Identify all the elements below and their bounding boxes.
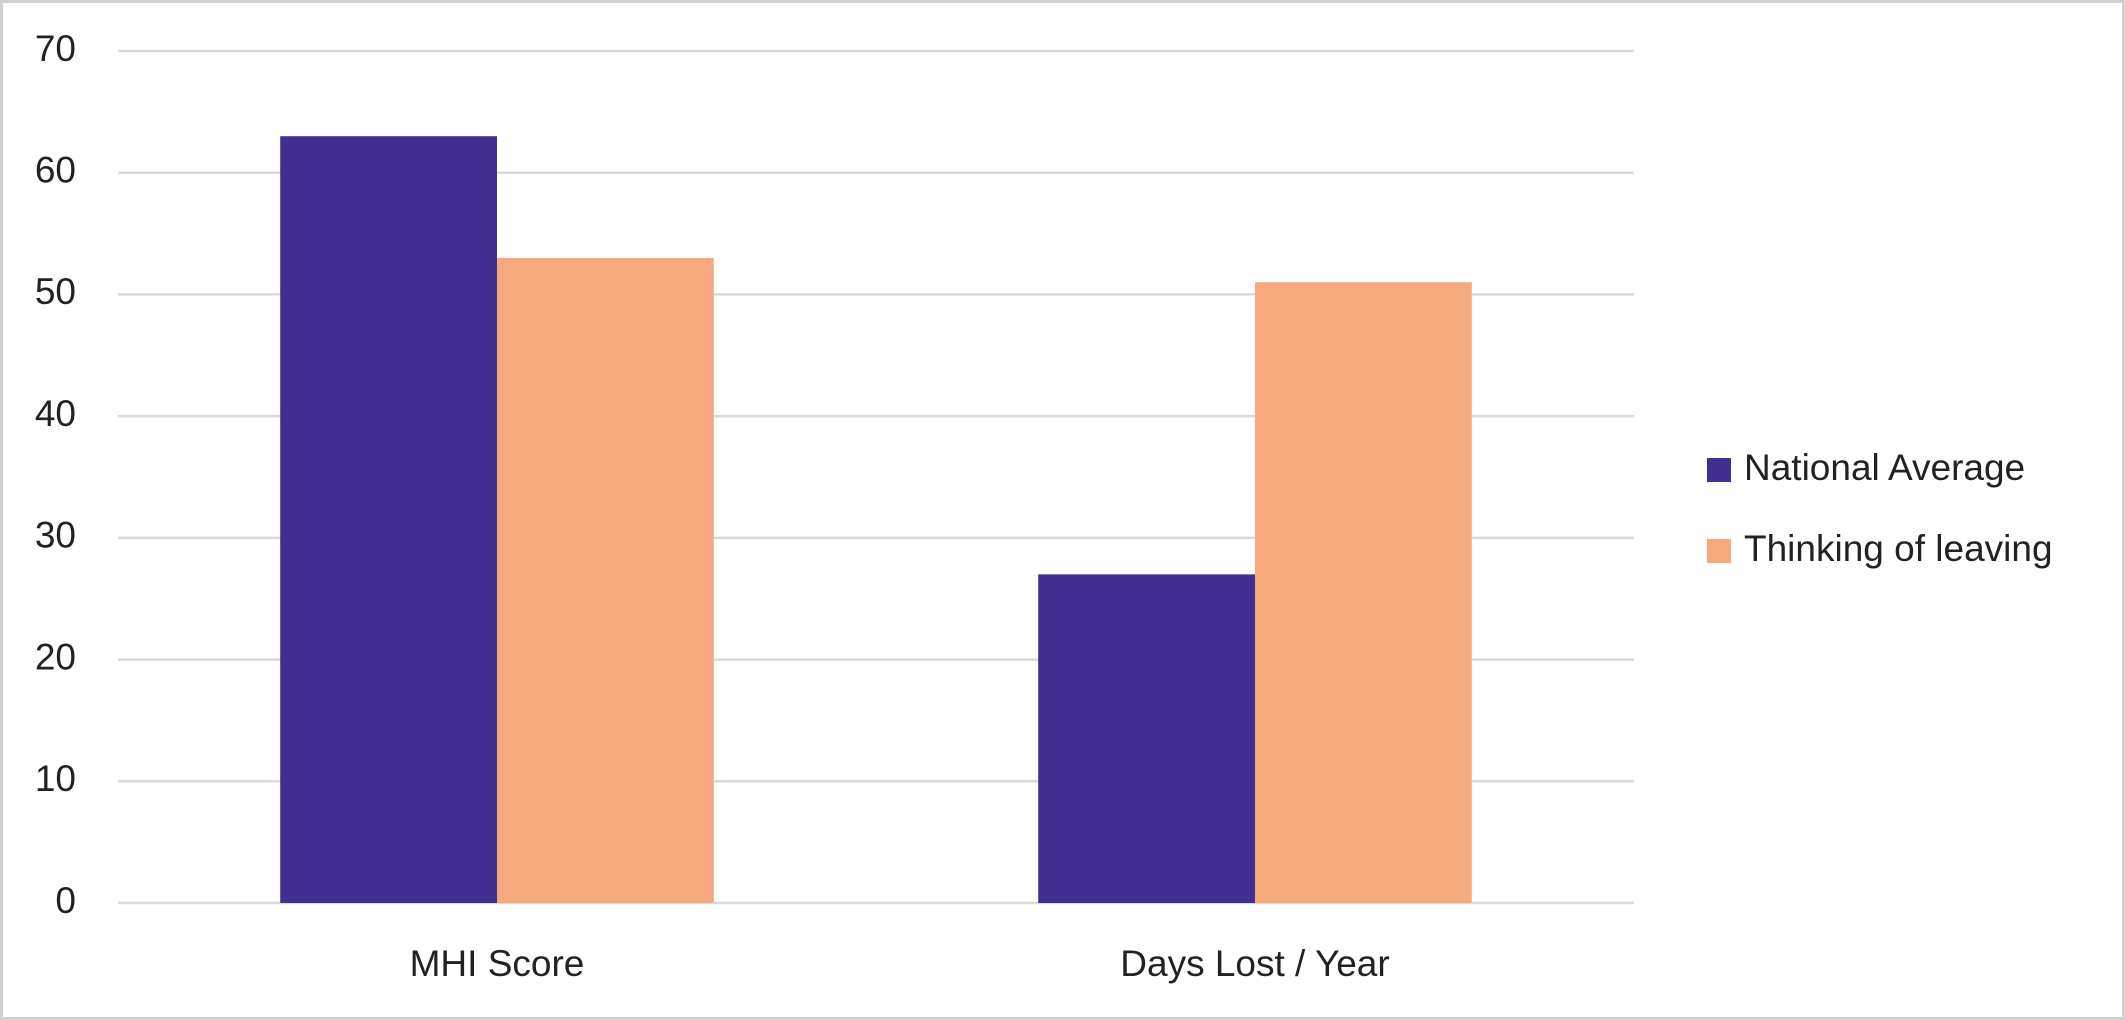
- bar: [1038, 574, 1255, 903]
- y-tick-label: 40: [35, 393, 76, 434]
- bar: [497, 257, 714, 903]
- y-tick-label: 0: [55, 880, 76, 921]
- y-tick-label: 30: [35, 515, 76, 556]
- y-tick-label: 60: [35, 149, 76, 190]
- bar: [280, 136, 497, 903]
- x-tick-label: MHI Score: [410, 943, 585, 984]
- legend-label: National Average: [1744, 447, 2025, 488]
- y-tick-label: 20: [35, 636, 76, 677]
- x-tick-label: Days Lost / Year: [1120, 943, 1389, 984]
- bar: [1255, 282, 1472, 903]
- legend-swatch: [1707, 458, 1731, 482]
- y-tick-label: 50: [35, 271, 76, 312]
- y-tick-label: 10: [35, 758, 76, 799]
- legend-swatch: [1707, 539, 1731, 563]
- legend-label: Thinking of leaving: [1744, 528, 2053, 569]
- y-tick-label: 70: [35, 28, 76, 69]
